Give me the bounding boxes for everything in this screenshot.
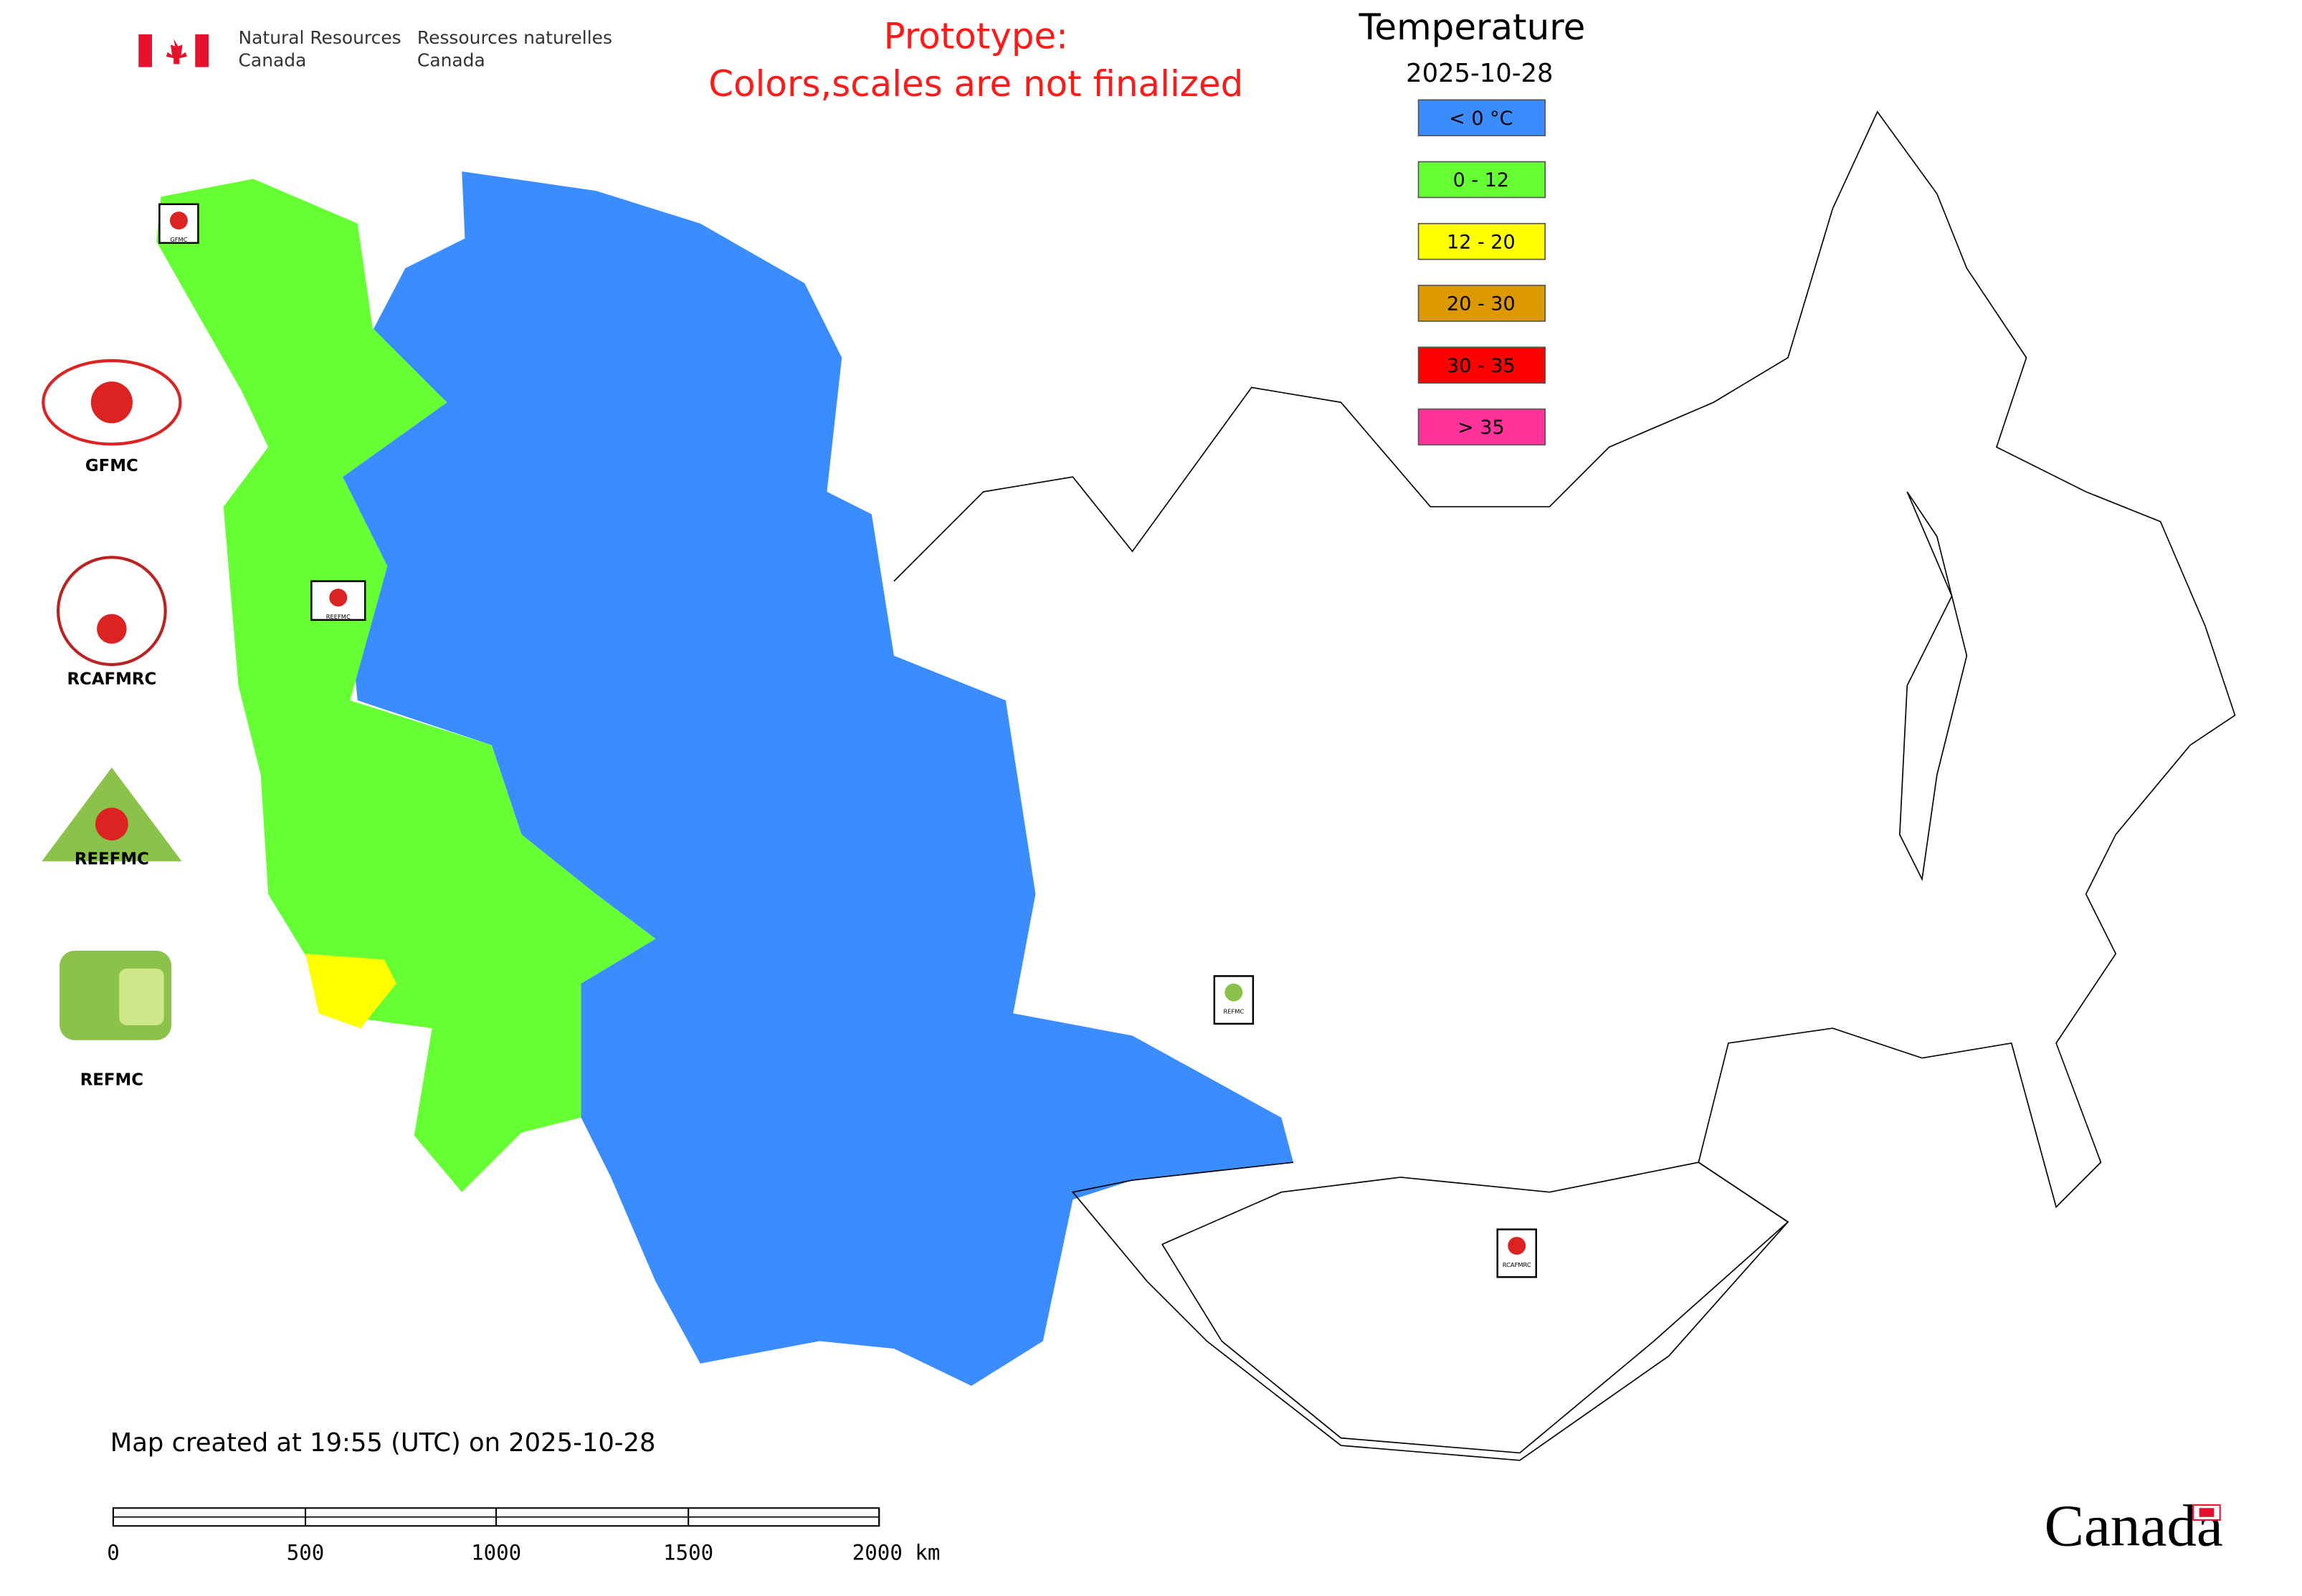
map-markers: GFMC REEFMC REFMC RCAFMRC (158, 203, 1537, 1278)
scale-label: 2000 km (852, 1541, 941, 1565)
legend-label: < 0 °C (1449, 108, 1513, 130)
logo-flame (97, 614, 127, 644)
ministry-en: Canada (239, 49, 307, 70)
scale-bar: 0 500 1000 1500 2000 km (107, 1507, 941, 1565)
legend-label: 30 - 35 (1447, 355, 1516, 377)
ministry-en: Natural Resources (239, 27, 401, 48)
legend: < 0 °C 0 - 12 12 - 20 20 - 30 30 - 35 > 35 (1417, 99, 1546, 446)
map-created: Map created at 19:55 (UTC) on 2025-10-28 (110, 1428, 656, 1458)
legend-label: 20 - 30 (1447, 293, 1516, 315)
legend-swatch (1417, 222, 1546, 260)
map-marker-icon (169, 212, 188, 230)
ministry-fr: Canada (417, 49, 485, 70)
map-marker-label: REEFMC (326, 613, 351, 620)
map-marker-icon (1508, 1237, 1526, 1255)
temperature-area-cold (343, 171, 1293, 1386)
scale-label: 1500 (663, 1541, 713, 1565)
logo-label: REFMC (80, 1070, 143, 1089)
temperature-area-mild (156, 179, 656, 1192)
legend-swatch (1417, 346, 1546, 384)
country-outline (893, 110, 2236, 1461)
map-marker-label: RCAFMRC (1503, 1261, 1531, 1268)
legend-label: 12 - 20 (1447, 231, 1516, 253)
ministry-fr: Ressources naturelles (417, 27, 612, 48)
logo-column: GFMC RCAFMRC REEFMC REFMC (42, 358, 182, 1089)
scale-label: 0 (107, 1541, 120, 1565)
map-marker-icon (329, 588, 348, 607)
logo-label: GFMC (85, 457, 138, 475)
legend-swatch (1417, 408, 1546, 446)
wordmark-flag-leaf (2199, 1508, 2215, 1517)
logo-inner (119, 968, 164, 1025)
temperature-area-warm (305, 954, 396, 1029)
legend-swatch (1417, 161, 1546, 199)
logo-label: RCAFMRC (67, 670, 156, 688)
legend-swatch (1417, 99, 1546, 137)
map-marker-icon (1224, 983, 1243, 1002)
mongolia-outline (1161, 1162, 1789, 1454)
logo-flame (95, 807, 128, 841)
scale-label: 500 (287, 1541, 325, 1565)
map-layer (156, 110, 2236, 1461)
logo-label: REEFMC (75, 850, 149, 869)
legend-label: 0 - 12 (1453, 169, 1509, 191)
canada-wordmark: Canada (2045, 1493, 2223, 1559)
map-marker-label: GFMC (170, 236, 187, 243)
map-marker-label: REFMC (1223, 1008, 1244, 1015)
legend-label: > 35 (1457, 417, 1505, 439)
prototype-note: Colors,scales are not finalized (708, 63, 1243, 105)
logo-flame (90, 381, 133, 424)
sakhalin-outline (1899, 491, 1968, 882)
legend-date: 2025-10-28 (1406, 59, 1553, 88)
legend-swatch (1417, 285, 1546, 322)
scale-label: 1000 (471, 1541, 521, 1565)
legend-title: Temperature (1358, 6, 1585, 48)
canada-flag (138, 34, 209, 67)
prototype-note: Prototype: (884, 16, 1068, 57)
logo-emblem (56, 556, 167, 667)
